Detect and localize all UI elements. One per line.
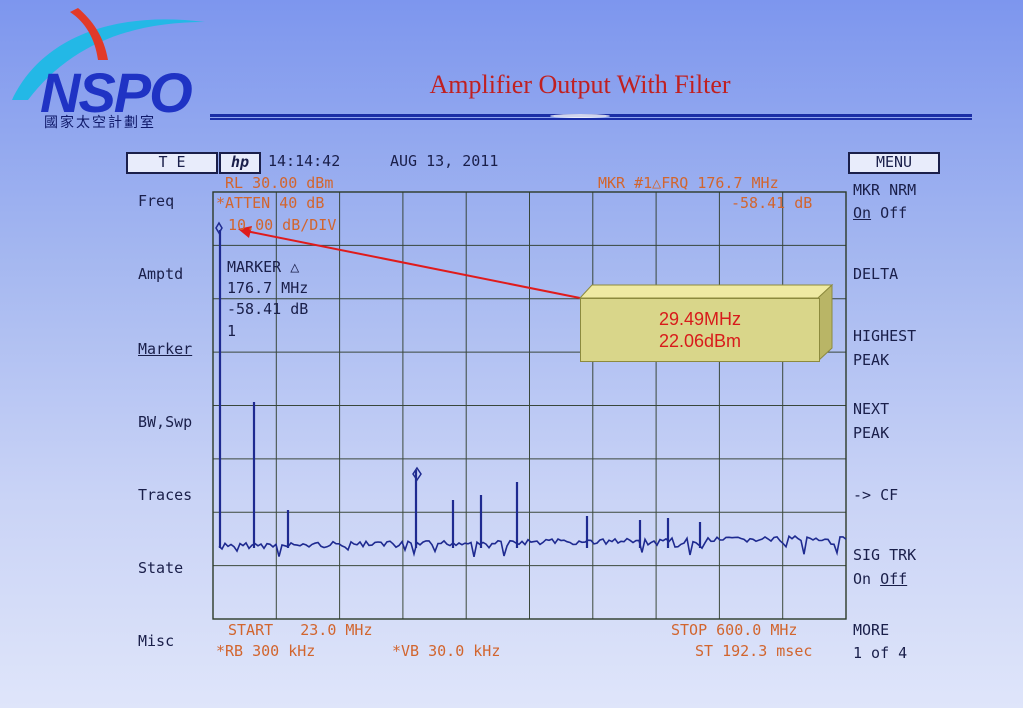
softkey-page-indicator: 1 of 4 bbox=[853, 644, 908, 662]
callout-box-3d bbox=[578, 283, 834, 363]
softkey-freq[interactable]: Freq bbox=[138, 192, 175, 210]
menu-button[interactable]: MENU bbox=[848, 152, 940, 174]
marker-box-level: -58.41 dB bbox=[227, 300, 309, 318]
marker-header-readout: MKR #1△FRQ 176.7 MHz bbox=[598, 174, 779, 192]
clock-time: 14:14:42 bbox=[268, 152, 341, 170]
softkey-marker[interactable]: Marker bbox=[138, 340, 193, 358]
annotation-arrow bbox=[238, 226, 581, 299]
softkey-state[interactable]: State bbox=[138, 559, 184, 577]
softkey-delta[interactable]: DELTA bbox=[853, 265, 899, 283]
resolution-bandwidth: *RB 300 kHz bbox=[216, 642, 316, 660]
softkey-bw-swp[interactable]: BW,Swp bbox=[138, 413, 193, 431]
title-divider bbox=[210, 114, 972, 120]
softkey-next[interactable]: NEXT bbox=[853, 400, 890, 418]
video-bandwidth: *VB 30.0 kHz bbox=[392, 642, 501, 660]
annotation-callout: 29.49MHz 22.06dBm bbox=[580, 298, 820, 362]
plot-grid bbox=[213, 192, 846, 619]
date-display: AUG 13, 2011 bbox=[390, 152, 499, 170]
softkey-mkr-nrm[interactable]: MKR NRM bbox=[853, 181, 917, 199]
option-sig-off[interactable]: Off bbox=[880, 570, 908, 588]
start-frequency: START 23.0 MHz bbox=[228, 621, 373, 639]
marker-box-frequency: 176.7 MHz bbox=[227, 279, 309, 297]
softkey-amptd[interactable]: Amptd bbox=[138, 265, 184, 283]
scale-readout: 10.00 dB/DIV bbox=[228, 216, 337, 234]
softkey-center-freq[interactable]: -> CF bbox=[853, 486, 899, 504]
mode-button[interactable]: T E bbox=[126, 152, 218, 174]
option-on[interactable]: On bbox=[853, 204, 872, 222]
callout-frequency: 29.49MHz bbox=[658, 309, 742, 329]
sweep-time: ST 192.3 msec bbox=[695, 642, 813, 660]
softkey-misc[interactable]: Misc bbox=[138, 632, 175, 650]
stop-frequency: STOP 600.0 MHz bbox=[671, 621, 798, 639]
spectrum-trace bbox=[218, 230, 847, 557]
logo-swoosh-icon bbox=[12, 8, 205, 100]
softkey-mkr-on-off[interactable]: On Off bbox=[853, 204, 907, 223]
softkey-sig-trk[interactable]: SIG TRK bbox=[853, 546, 917, 564]
marker-value-readout: -58.41 dB bbox=[731, 194, 813, 212]
slide-title: Amplifier Output With Filter bbox=[429, 70, 731, 99]
hp-logo-icon: hp bbox=[219, 152, 261, 174]
option-off[interactable]: Off bbox=[880, 204, 908, 222]
logo-wordmark: NSPO bbox=[40, 61, 193, 124]
marker-box-index: 1 bbox=[227, 322, 237, 340]
marker-box-title: MARKER △ bbox=[227, 258, 300, 276]
softkey-next-peak[interactable]: PEAK bbox=[853, 424, 890, 442]
callout-level: 22.06dBm bbox=[658, 331, 742, 351]
marker-diamond-icon bbox=[215, 221, 422, 482]
softkey-highest-peak[interactable]: PEAK bbox=[853, 351, 890, 369]
softkey-sig-on-off[interactable]: On Off bbox=[853, 570, 907, 589]
softkey-traces[interactable]: Traces bbox=[138, 486, 193, 504]
ref-level-readout: RL 30.00 dBm bbox=[225, 174, 334, 192]
nspo-logo: NSPO 國家太空計劃室 bbox=[0, 0, 215, 135]
softkey-highest[interactable]: HIGHEST bbox=[853, 327, 917, 345]
logo-subtitle: 國家太空計劃室 bbox=[44, 115, 156, 131]
attenuation-readout: *ATTEN 40 dB bbox=[216, 194, 325, 212]
option-sig-on[interactable]: On bbox=[853, 570, 872, 588]
softkey-more[interactable]: MORE bbox=[853, 621, 890, 639]
